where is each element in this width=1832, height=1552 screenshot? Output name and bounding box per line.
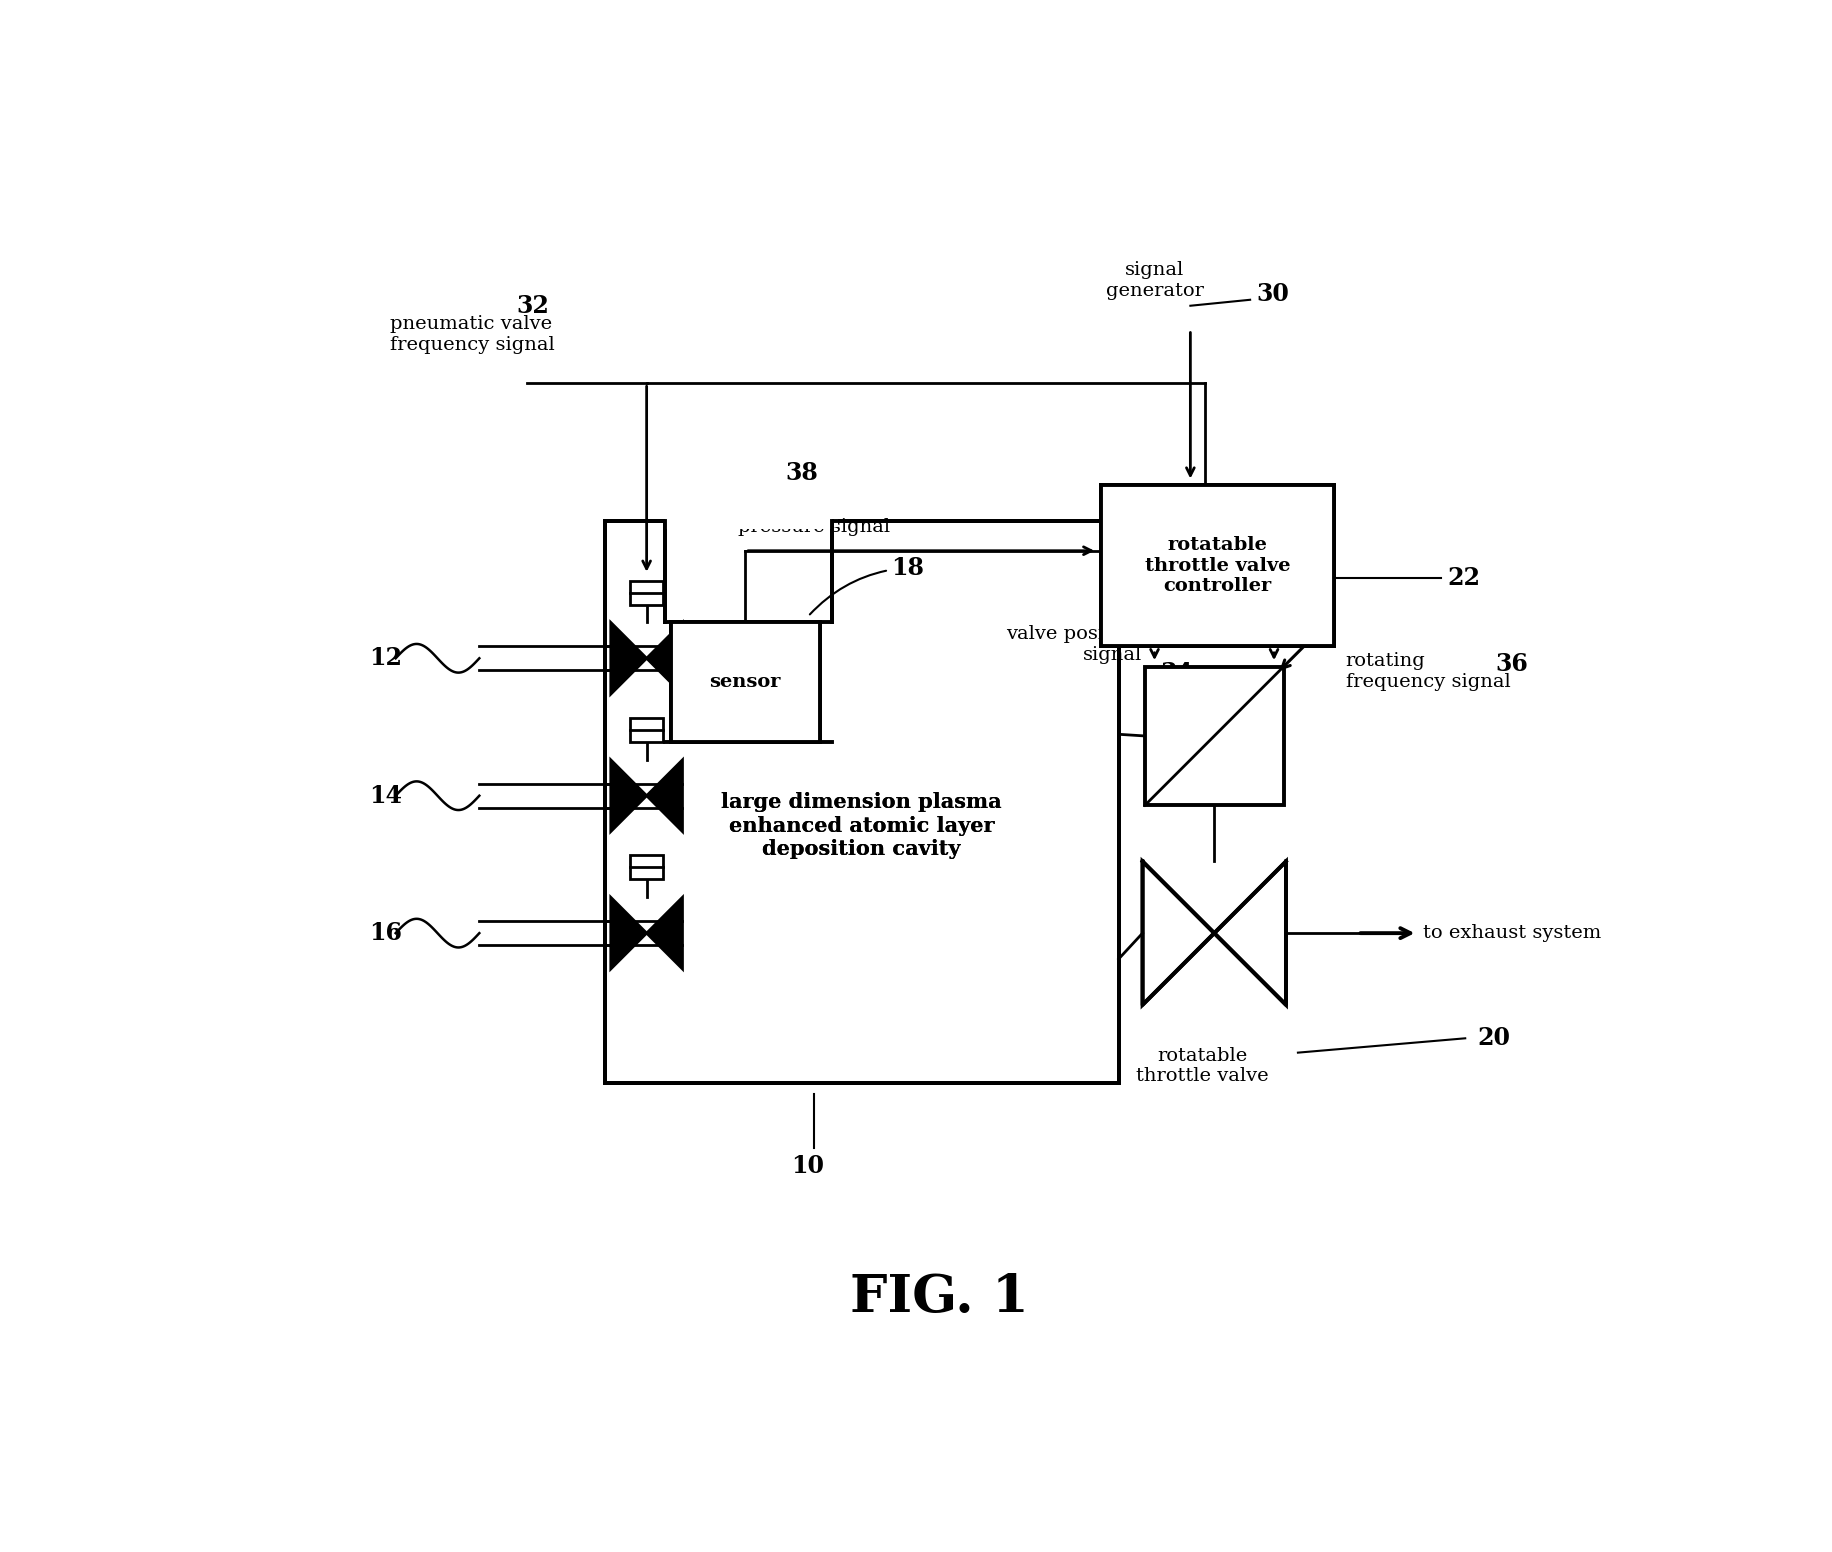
Text: large dimension plasma
enhanced atomic layer
deposition cavity: large dimension plasma enhanced atomic l… xyxy=(722,793,1002,858)
Text: 10: 10 xyxy=(791,1155,824,1178)
Bar xyxy=(1101,484,1334,646)
Polygon shape xyxy=(647,622,682,694)
Text: 14: 14 xyxy=(368,784,401,807)
Text: sensor: sensor xyxy=(709,674,780,691)
Text: 12: 12 xyxy=(368,646,401,670)
Text: signal
generator: signal generator xyxy=(1105,261,1204,300)
Text: valve position
signal: valve position signal xyxy=(1006,625,1141,664)
Polygon shape xyxy=(1213,861,1286,1004)
Bar xyxy=(671,622,819,742)
Polygon shape xyxy=(610,897,647,968)
Text: large dimension plasma
enhanced atomic layer
deposition cavity: large dimension plasma enhanced atomic l… xyxy=(722,793,1002,858)
Text: 32: 32 xyxy=(517,293,550,318)
Bar xyxy=(630,855,663,880)
Polygon shape xyxy=(610,622,647,694)
Text: 16: 16 xyxy=(368,922,401,945)
Text: sensor: sensor xyxy=(709,674,780,691)
Text: to exhaust system: to exhaust system xyxy=(1423,923,1601,942)
Text: 20: 20 xyxy=(1477,1026,1510,1051)
Bar xyxy=(665,512,837,526)
Polygon shape xyxy=(610,760,647,832)
Text: 18: 18 xyxy=(810,556,923,615)
Text: rotatable
throttle valve: rotatable throttle valve xyxy=(1136,1046,1268,1085)
Bar xyxy=(605,521,1118,1083)
Text: 34: 34 xyxy=(1160,661,1193,684)
Bar xyxy=(665,511,832,529)
Bar xyxy=(671,622,819,742)
Text: rotatable
throttle valve
controller: rotatable throttle valve controller xyxy=(1143,535,1290,596)
Polygon shape xyxy=(647,760,682,832)
Text: FIG. 1: FIG. 1 xyxy=(850,1273,1028,1324)
Text: sensor: sensor xyxy=(709,674,780,691)
Bar xyxy=(630,719,663,742)
Text: 38: 38 xyxy=(786,461,817,486)
Polygon shape xyxy=(647,897,682,968)
Text: 36: 36 xyxy=(1495,652,1528,677)
Bar xyxy=(1145,667,1282,805)
Text: pneumatic valve
frequency signal: pneumatic valve frequency signal xyxy=(390,315,553,354)
Bar xyxy=(1101,484,1334,646)
Bar xyxy=(630,580,663,605)
Polygon shape xyxy=(1141,861,1213,1004)
Text: 22: 22 xyxy=(1447,565,1480,590)
Bar xyxy=(671,622,819,742)
Text: rotating
frequency signal: rotating frequency signal xyxy=(1345,652,1510,691)
Text: rotatable
throttle valve
controller: rotatable throttle valve controller xyxy=(1143,535,1290,596)
Text: pressure signal: pressure signal xyxy=(738,518,890,537)
Text: 30: 30 xyxy=(1255,282,1288,306)
Bar xyxy=(605,521,1118,1083)
